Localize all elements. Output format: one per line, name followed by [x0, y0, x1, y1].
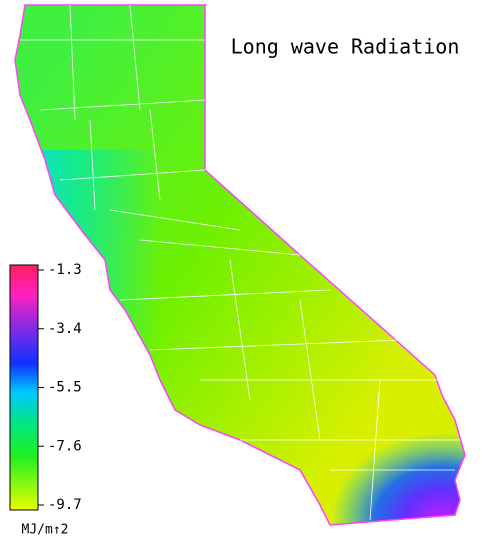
- county-lines: [20, 4, 460, 521]
- colorbar-tick-label: -9.7: [48, 497, 82, 513]
- colorbar-tick-label: -1.3: [48, 262, 82, 278]
- colorbar: [9, 264, 39, 511]
- map-title: Long wave Radiation: [231, 35, 460, 59]
- colorbar-unit: MJ/m↑2: [22, 523, 69, 538]
- colorbar-tick-label: -5.5: [48, 380, 82, 396]
- colorbar-tick-label: -3.4: [48, 321, 82, 337]
- colorbar-tick-label: -7.6: [48, 438, 82, 454]
